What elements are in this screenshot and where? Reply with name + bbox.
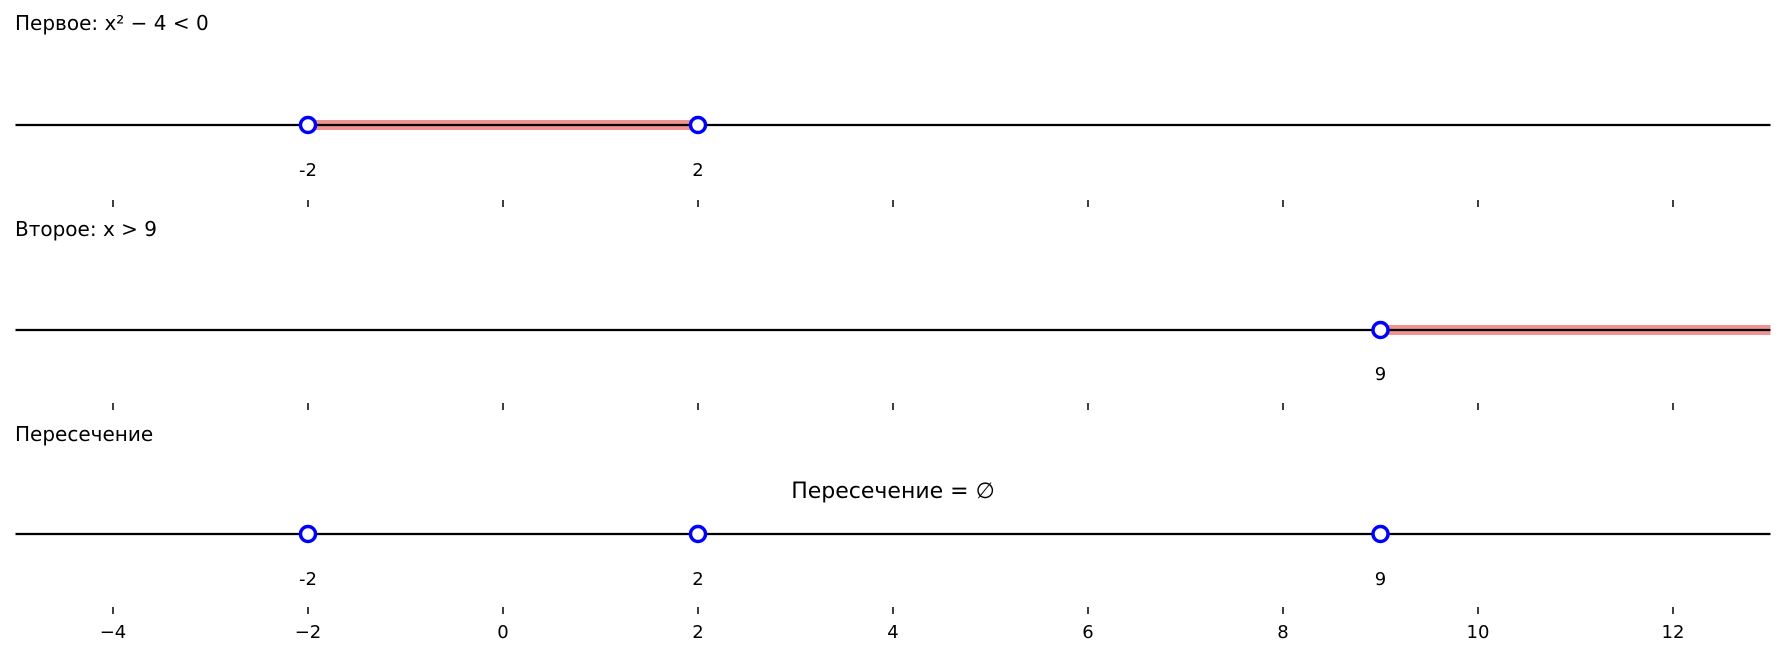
point-label: -2 bbox=[299, 160, 317, 181]
x-tick-label: 2 bbox=[692, 622, 703, 643]
open-point-marker bbox=[1371, 524, 1390, 544]
panel-title: Первое: x² − 4 < 0 bbox=[15, 11, 209, 35]
open-point-marker bbox=[298, 115, 318, 135]
x-tick-label: 12 bbox=[1662, 622, 1685, 643]
x-tick-label: 0 bbox=[497, 622, 508, 643]
point-label: 2 bbox=[692, 569, 703, 590]
x-tick-label: 6 bbox=[1082, 622, 1093, 643]
x-tick-label: −4 bbox=[100, 622, 127, 643]
x-tick-label: −2 bbox=[295, 622, 322, 643]
open-point-marker bbox=[298, 524, 318, 544]
point-label: 9 bbox=[1375, 364, 1386, 385]
point-label: 9 bbox=[1375, 569, 1386, 590]
open-point-marker bbox=[1371, 320, 1390, 340]
x-tick-label: 4 bbox=[887, 622, 898, 643]
panel-title: Пересечение bbox=[15, 422, 153, 446]
open-point-marker bbox=[688, 115, 708, 135]
x-tick-label: 8 bbox=[1277, 622, 1288, 643]
panel-title: Второе: x > 9 bbox=[15, 217, 157, 241]
intersection-annotation: Пересечение = ∅ bbox=[791, 479, 995, 504]
open-point-marker bbox=[688, 524, 708, 544]
x-tick-label: 10 bbox=[1467, 622, 1490, 643]
point-label: 2 bbox=[692, 160, 703, 181]
point-label: -2 bbox=[299, 569, 317, 590]
